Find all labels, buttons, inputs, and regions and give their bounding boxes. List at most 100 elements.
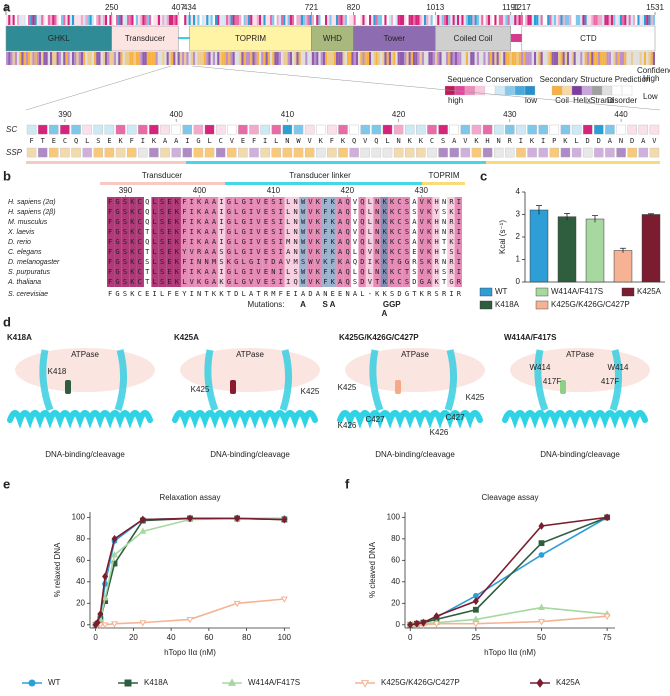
conservation-stripe <box>248 15 251 25</box>
ssp-stripe <box>360 52 363 65</box>
ssp-stripe <box>215 52 218 65</box>
conservation-stripe <box>186 15 189 25</box>
alignment-column <box>425 197 433 287</box>
alignment-column <box>402 197 411 287</box>
ssp-stripe <box>492 52 495 65</box>
conservation-stripe <box>212 15 215 25</box>
conservation-stripe <box>417 15 420 25</box>
conservation-stripe <box>173 15 176 25</box>
conservation-stripe <box>553 15 556 25</box>
ssp-box <box>416 147 426 158</box>
helix <box>534 349 622 412</box>
x-tick-label: 100 <box>278 633 292 642</box>
ssp-stripe <box>105 52 108 65</box>
alignment-column <box>114 197 122 287</box>
ssp-stripe <box>417 52 420 65</box>
ssp-stripe <box>496 52 499 65</box>
conservation-stripe <box>34 15 37 25</box>
structure-title: K418A <box>7 333 32 342</box>
ssp-stripe <box>292 52 295 65</box>
ssp-box <box>138 147 148 158</box>
ssp-stripe <box>639 52 642 65</box>
ssp-stripe <box>556 52 559 65</box>
ssp-stripe <box>613 52 616 65</box>
conservation-stripe <box>481 15 484 25</box>
sc-box <box>382 124 393 135</box>
legend-swatch <box>571 85 583 96</box>
conservation-stripe <box>193 15 196 25</box>
marker <box>538 552 545 558</box>
conservation-stripe <box>468 15 471 25</box>
conservation-stripe <box>303 15 306 25</box>
ssp-stripe <box>230 52 233 65</box>
ssp-stripe <box>520 52 523 65</box>
sc-box <box>560 124 571 135</box>
y-axis-label: % cleaved DNA <box>368 541 377 598</box>
ssp-stripe <box>461 52 464 65</box>
conservation-stripe <box>514 15 517 25</box>
alignment-column <box>365 197 374 287</box>
conservation-stripe <box>646 15 649 25</box>
legend-label: Disorder <box>607 96 638 105</box>
ssp-stripe <box>223 52 226 65</box>
marker <box>234 514 241 523</box>
ssp-stripe <box>8 52 11 65</box>
ssp-box <box>249 147 259 158</box>
ssp-stripe <box>94 52 97 65</box>
conservation-stripe <box>265 15 268 25</box>
conservation-stripe <box>604 15 607 25</box>
legend-swatch <box>479 287 493 297</box>
ssp-stripe <box>175 52 178 65</box>
ssp-stripe <box>256 52 259 65</box>
conservation-stripe <box>204 15 207 25</box>
legend-swatch <box>581 85 593 96</box>
residue-tick-label: 420 <box>341 186 355 195</box>
alignment-column <box>343 197 352 287</box>
sc-box <box>571 124 582 135</box>
structure-label: K425 <box>338 383 357 392</box>
marker <box>111 534 118 543</box>
conservation-stripe <box>146 15 149 25</box>
error-bar <box>648 213 654 216</box>
ssp-stripe <box>498 52 501 65</box>
ssp-stripe <box>320 52 323 65</box>
conservation-stripe <box>494 15 497 25</box>
conservation-stripe <box>50 15 53 25</box>
conservation-stripe <box>164 15 167 25</box>
ssp-stripe <box>362 52 365 65</box>
ssp-stripe <box>364 52 367 65</box>
ssp-stripe <box>314 52 317 65</box>
conservation-stripe <box>12 15 15 25</box>
sc-box <box>338 124 348 135</box>
panel-label: a <box>3 0 11 14</box>
conservation-stripe <box>386 15 389 25</box>
conservation-stripe <box>329 15 332 25</box>
structure-label: W414 <box>530 363 551 372</box>
conservation-stripe <box>47 15 50 25</box>
ssp-box <box>238 147 248 158</box>
ssp-stripe <box>226 52 229 65</box>
header-label: Transducer <box>142 171 183 180</box>
conservation-stripe <box>182 15 185 25</box>
conservation-stripe <box>355 15 358 25</box>
ssp-stripe <box>448 52 451 65</box>
conservation-stripe <box>133 15 136 25</box>
sc-box <box>149 124 159 135</box>
ssp-stripe <box>166 52 169 65</box>
conservation-stripe <box>399 15 402 25</box>
alignment-column <box>232 197 241 287</box>
x-tick-label: 75 <box>603 633 612 642</box>
ssp-box <box>505 147 515 158</box>
legend-marker <box>360 680 370 688</box>
conservation-stripe <box>331 15 334 25</box>
conservation-stripe <box>58 15 61 25</box>
conservation-stripe <box>80 15 83 25</box>
legend-swatch <box>601 85 613 96</box>
sc-box <box>427 124 437 135</box>
ssp-box <box>327 147 337 158</box>
sc-box <box>182 124 192 135</box>
ssp-stripe <box>98 52 101 65</box>
ssp-stripe <box>648 52 651 65</box>
ssp-box <box>304 147 315 158</box>
ssp-stripe <box>228 52 231 65</box>
